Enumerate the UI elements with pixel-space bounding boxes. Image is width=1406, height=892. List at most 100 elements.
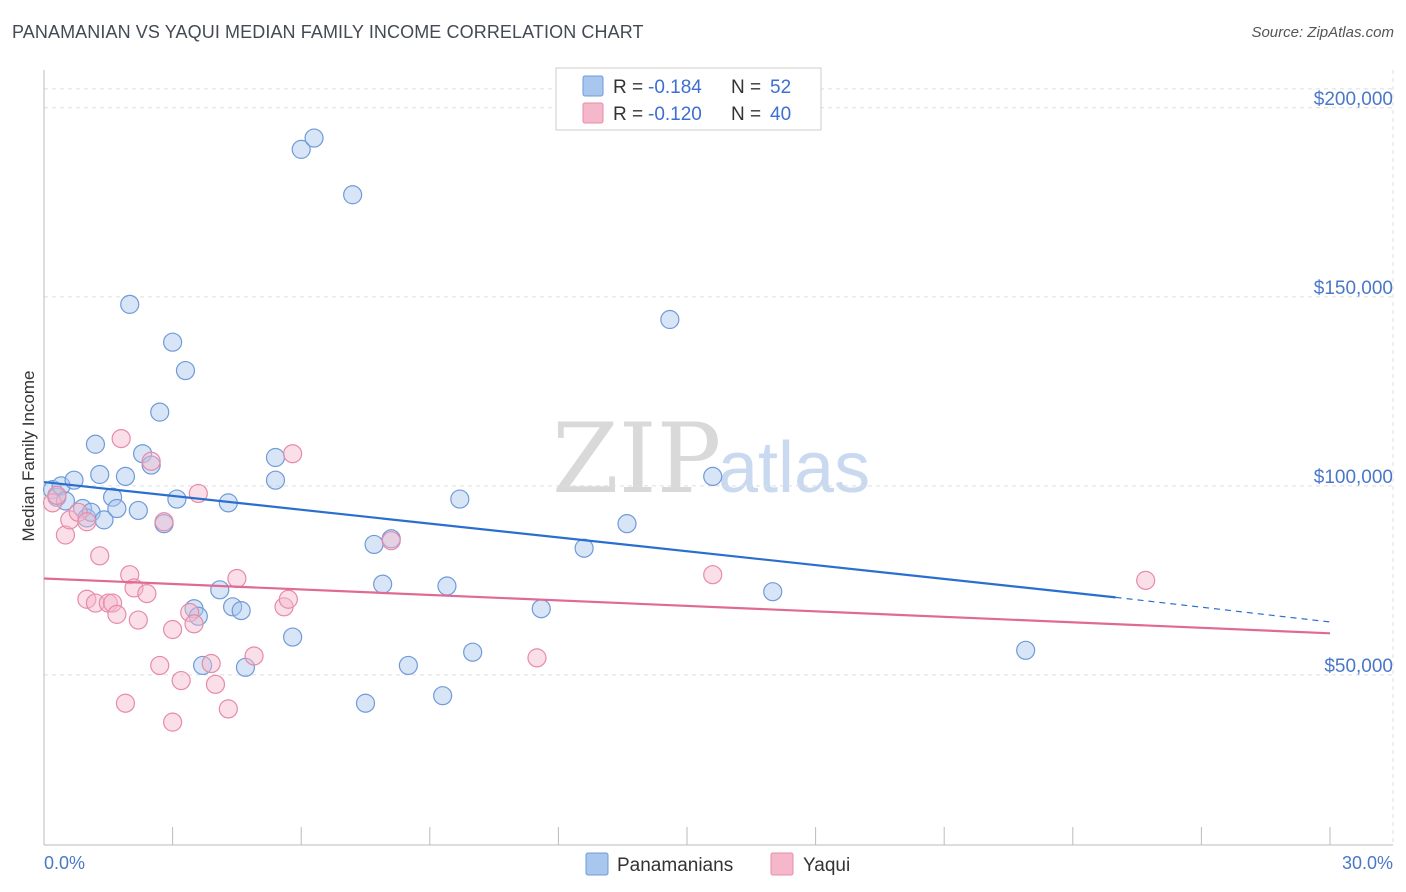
data-point-panamanians	[265, 470, 286, 490]
legend-r-value-panamanians: -0.184	[648, 77, 702, 98]
data-point-yaqui	[77, 512, 97, 532]
bottom-legend-label-panamanians: Panamanians	[617, 855, 733, 876]
bottom-legend-label-yaqui: Yaqui	[803, 855, 850, 876]
data-point-panamanians	[102, 487, 123, 507]
data-point-yaqui	[227, 568, 247, 589]
data-point-yaqui	[90, 546, 110, 566]
y-axis-label: Median Family Income	[19, 370, 38, 541]
y-tick-labels: $50,000 $100,000 $150,000 $200,000	[1314, 89, 1393, 677]
data-point-panamanians	[398, 655, 418, 676]
data-point-panamanians	[433, 686, 453, 706]
data-point-panamanians	[107, 498, 127, 519]
data-point-yaqui	[703, 565, 723, 585]
data-point-panamanians	[210, 580, 230, 600]
data-point-yaqui	[137, 583, 157, 604]
x-tick-labels: 0.0% 30.0%	[44, 853, 1393, 873]
y-tick-label: $50,000	[1324, 656, 1393, 677]
data-point-panamanians	[283, 627, 303, 647]
data-point-yaqui	[163, 619, 183, 640]
data-point-yaqui	[283, 444, 303, 464]
data-point-panamanians	[150, 402, 170, 422]
x-tick-label-min: 0.0%	[44, 853, 85, 873]
data-point-panamanians	[450, 489, 470, 509]
legend-n-value-panamanians: 52	[770, 77, 791, 98]
y-tick-label: $150,000	[1314, 278, 1393, 299]
data-point-panamanians	[703, 466, 723, 487]
data-point-yaqui	[102, 593, 123, 613]
data-point-panamanians	[120, 294, 140, 314]
data-point-panamanians	[175, 360, 196, 381]
data-point-yaqui	[107, 604, 127, 624]
data-point-panamanians	[617, 514, 637, 534]
data-point-panamanians	[763, 582, 783, 602]
data-point-panamanians	[355, 693, 376, 713]
data-point-yaqui	[527, 648, 547, 668]
data-point-yaqui	[150, 655, 170, 676]
data-point-panamanians	[128, 500, 148, 521]
data-point-panamanians	[167, 489, 187, 509]
data-point-panamanians	[531, 599, 551, 619]
data-point-yaqui	[180, 602, 200, 623]
legend-swatch-yaqui	[582, 102, 604, 124]
data-point-yaqui	[184, 614, 204, 634]
data-point-yaqui	[128, 610, 148, 630]
watermark-atlas: atlas	[718, 428, 870, 508]
trend-lines	[43, 480, 1331, 635]
data-point-panamanians	[90, 464, 110, 485]
data-point-panamanians	[364, 534, 384, 555]
data-point-yaqui	[171, 670, 191, 691]
data-point-panamanians	[163, 332, 183, 352]
watermark: ZIP atlas	[552, 403, 870, 515]
data-point-panamanians	[291, 139, 311, 159]
data-point-panamanians	[343, 185, 363, 205]
data-point-yaqui	[1136, 570, 1156, 590]
y-tick-label: $100,000	[1314, 467, 1393, 488]
watermark-zip: ZIP	[552, 403, 721, 515]
trendline-yaqui	[43, 577, 1331, 635]
axes	[43, 70, 1393, 846]
data-point-yaqui	[381, 531, 401, 551]
x-tick-label-max: 30.0%	[1342, 853, 1393, 873]
legend-r-value-yaqui: -0.120	[648, 104, 702, 125]
data-point-yaqui	[205, 674, 226, 694]
data-point-panamanians	[231, 601, 251, 621]
data-point-panamanians	[265, 447, 286, 468]
legend-n-label-1: N =	[731, 77, 761, 98]
data-point-yaqui	[47, 485, 67, 505]
data-point-yaqui	[218, 699, 238, 719]
data-point-yaqui	[278, 589, 298, 609]
data-point-panamanians	[85, 434, 106, 454]
data-point-yaqui	[55, 525, 76, 545]
series-legend: Panamanians Yaqui	[585, 852, 850, 876]
chart-title: PANAMANIAN VS YAQUI MEDIAN FAMILY INCOME…	[12, 22, 644, 42]
data-point-panamanians	[373, 574, 393, 594]
data-point-yaqui	[244, 646, 264, 666]
legend-r-label-2: R =	[613, 104, 643, 125]
source-attribution: Source: ZipAtlas.com	[1251, 24, 1394, 41]
bottom-legend-swatch-panamanians	[585, 852, 609, 876]
data-point-panamanians	[304, 128, 324, 148]
data-point-yaqui	[163, 712, 183, 732]
data-point-panamanians	[437, 576, 457, 596]
series-yaqui-points	[42, 428, 1156, 732]
series-panamanians-points	[42, 128, 1036, 713]
legend-r-label-1: R =	[613, 77, 643, 98]
legend-n-label-2: N =	[731, 104, 761, 125]
data-point-yaqui	[141, 451, 161, 471]
data-point-panamanians	[1016, 640, 1036, 660]
data-point-panamanians	[660, 309, 680, 330]
bottom-legend-swatch-yaqui	[770, 852, 794, 876]
stats-legend: R = -0.184 N = 52 R = -0.120 N = 40	[555, 67, 822, 131]
data-point-yaqui	[115, 693, 136, 713]
data-point-panamanians	[115, 466, 136, 487]
data-point-panamanians	[94, 510, 114, 530]
trendline-panamanians	[43, 480, 1116, 599]
data-point-yaqui	[201, 653, 221, 674]
trendline-panamanians-extrapolated	[1115, 596, 1331, 623]
legend-swatch-panamanians	[582, 75, 604, 97]
data-point-yaqui	[111, 428, 131, 449]
data-point-panamanians	[463, 642, 483, 662]
data-point-yaqui	[154, 512, 174, 532]
y-tick-label: $200,000	[1314, 89, 1393, 110]
